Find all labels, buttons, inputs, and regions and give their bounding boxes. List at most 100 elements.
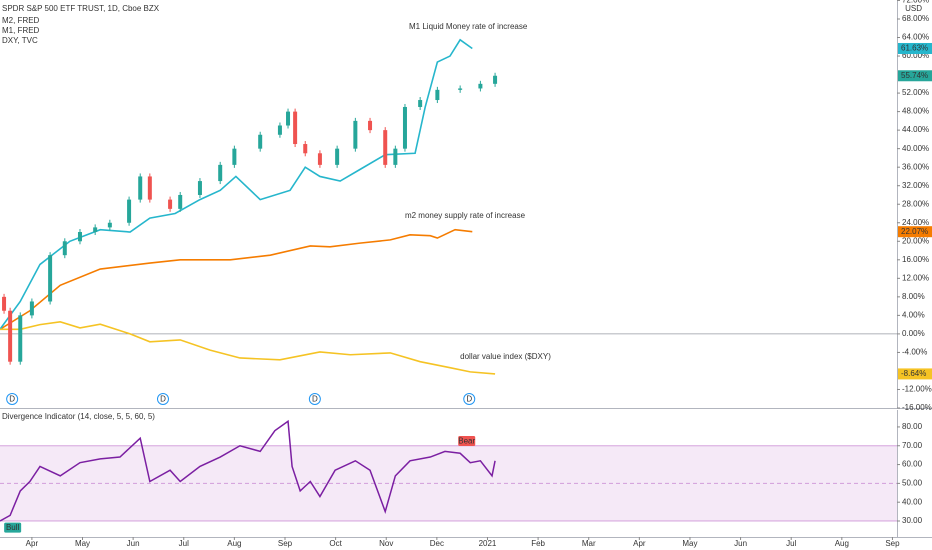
signal-label: Bear — [458, 437, 475, 446]
y-tick-label: 64.00% — [902, 33, 929, 42]
price-badge-label: -8.64% — [901, 369, 926, 378]
y-tick-label: 28.00% — [902, 199, 929, 208]
y-tick-label: 68.00% — [902, 14, 929, 23]
candle — [293, 111, 298, 145]
event-marker — [308, 393, 321, 405]
y-tick-label: 30.00 — [902, 516, 923, 525]
candle — [232, 148, 237, 165]
event-marker — [156, 393, 169, 405]
legend-m1: M1, FRED — [2, 26, 40, 35]
candle — [197, 181, 202, 195]
candle — [317, 153, 322, 165]
y-tick-label: -16.00% — [902, 403, 932, 412]
x-tick-label: Feb — [531, 539, 545, 548]
signal-badge — [4, 522, 22, 533]
y-tick-label: 60.00% — [902, 51, 929, 60]
y-tick-label: 80.00 — [902, 422, 923, 431]
candle — [303, 144, 308, 154]
x-tick-label: Jul — [179, 539, 189, 548]
price-badge-label: 61.63% — [901, 44, 928, 53]
candle — [107, 222, 112, 228]
candle — [353, 120, 358, 149]
x-tick-label: Jun — [734, 539, 747, 548]
candle — [93, 227, 98, 233]
candle — [18, 315, 23, 362]
event-label: D — [466, 395, 472, 404]
y-tick-label: -4.00% — [902, 348, 927, 357]
price-badge — [898, 368, 932, 380]
y-tick-label: 20.00% — [902, 236, 929, 245]
event-label: D — [9, 395, 15, 404]
series-line — [0, 228, 473, 330]
y-tick-label: 8.00% — [902, 292, 925, 301]
event-label: D — [160, 395, 166, 404]
candle — [29, 301, 34, 316]
candle — [218, 164, 223, 182]
candle — [368, 120, 373, 131]
candle — [335, 148, 340, 165]
x-tick-label: Jun — [127, 539, 140, 548]
x-tick-label: May — [75, 539, 90, 548]
y-tick-label: 52.00% — [902, 88, 929, 97]
candle — [147, 176, 152, 200]
y-tick-label: 32.00% — [902, 181, 929, 190]
y-tick-label: 50.00 — [902, 478, 923, 487]
candle — [127, 199, 132, 223]
y-tick-label: 4.00% — [902, 310, 925, 319]
legend-spy: SPDR S&P 500 ETF TRUST, 1D, Cboe BZX — [2, 4, 160, 13]
legend-m2: M2, FRED — [2, 16, 40, 25]
candle — [393, 148, 398, 165]
annotation: dollar value index ($DXY) — [460, 352, 551, 361]
candle — [402, 106, 407, 149]
candle — [286, 111, 291, 126]
x-tick-label: Nov — [379, 539, 393, 548]
y-tick-label: 70.00 — [902, 441, 923, 450]
x-tick-label: Aug — [227, 539, 241, 548]
y-tick-label: -12.00% — [902, 385, 932, 394]
x-tick-label: Apr — [633, 539, 646, 548]
y-tick-label: 60.00 — [902, 460, 923, 469]
candle — [8, 310, 13, 362]
price-badge-label: 22.07% — [901, 227, 928, 236]
candle — [383, 130, 388, 165]
annotation: m2 money supply rate of increase — [405, 211, 526, 220]
signal-badge — [458, 436, 476, 447]
y-tick-label: 40.00 — [902, 497, 923, 506]
y-tick-label: 44.00% — [902, 125, 929, 134]
candle — [277, 125, 282, 135]
signal-label: Bull — [6, 523, 20, 532]
y-tick-label: 12.00% — [902, 273, 929, 282]
indicator-title: Divergence Indicator (14, close, 5, 5, 6… — [2, 412, 155, 421]
candle — [418, 100, 423, 107]
y-tick-label: 24.00% — [902, 218, 929, 227]
series-line — [0, 419, 496, 522]
x-tick-label: Sep — [278, 539, 293, 548]
currency: USD — [905, 4, 922, 13]
annotation: M1 Liquid Money rate of increase — [409, 22, 528, 31]
candle — [77, 232, 82, 242]
candle — [493, 75, 498, 84]
candle — [178, 194, 183, 209]
candle — [62, 241, 67, 256]
y-tick-label: 40.00% — [902, 144, 929, 153]
event-label: D — [312, 395, 318, 404]
candle — [168, 199, 173, 209]
candle — [48, 255, 53, 302]
y-tick-label: 16.00% — [902, 255, 929, 264]
event-marker — [6, 393, 19, 405]
price-badge — [898, 226, 932, 238]
band — [0, 445, 897, 522]
x-tick-label: Jul — [786, 539, 796, 548]
x-tick-label: Mar — [582, 539, 596, 548]
y-tick-label: 36.00% — [902, 162, 929, 171]
candle — [2, 296, 7, 311]
x-tick-label: Dec — [430, 539, 444, 548]
series-line — [0, 321, 496, 375]
y-tick-label: 48.00% — [902, 107, 929, 116]
x-tick-label: 2021 — [479, 539, 497, 548]
x-tick-label: Aug — [835, 539, 849, 548]
price-badge — [898, 42, 932, 54]
